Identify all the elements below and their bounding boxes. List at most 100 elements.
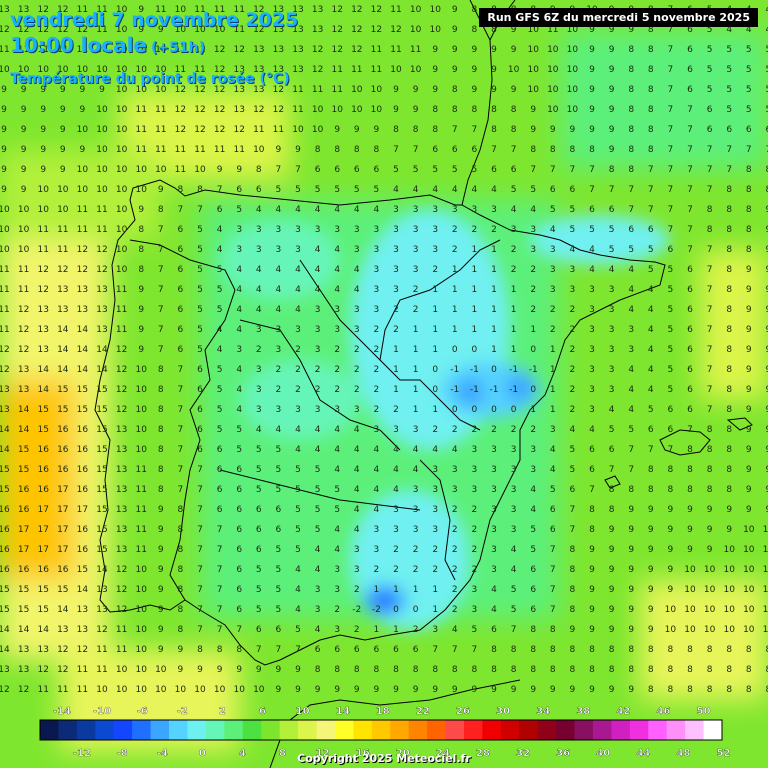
- grid-value: 3: [374, 525, 380, 535]
- grid-value: 10: [312, 125, 324, 135]
- grid-value: 8: [707, 645, 713, 655]
- grid-value: 10: [508, 65, 520, 75]
- grid-value: 11: [175, 45, 186, 55]
- grid-value: 0: [413, 605, 419, 615]
- grid-value: 9: [726, 505, 732, 515]
- grid-value: 15: [18, 445, 29, 455]
- grid-value: 9: [1, 105, 7, 115]
- grid-value: 9: [491, 45, 497, 55]
- grid-value: 6: [256, 545, 262, 555]
- grid-value: 9: [472, 45, 478, 55]
- grid-value: 13: [253, 65, 264, 75]
- grid-value: 4: [276, 425, 282, 435]
- grid-value: 16: [77, 525, 89, 535]
- grid-value: 7: [668, 165, 674, 175]
- grid-value: 7: [589, 185, 595, 195]
- grid-value: 10: [116, 105, 128, 115]
- grid-value: 4: [315, 285, 321, 295]
- grid-value: 4: [334, 285, 340, 295]
- grid-value: 8: [648, 485, 654, 495]
- grid-value: 3: [432, 225, 438, 235]
- grid-value: 9: [766, 345, 768, 355]
- grid-value: 4: [295, 265, 301, 275]
- grid-value: 5: [197, 305, 203, 315]
- grid-value: 12: [214, 85, 225, 95]
- grid-value: 9: [609, 605, 615, 615]
- forecast-time: 10:00 locale: [10, 33, 147, 57]
- grid-value: 9: [726, 525, 732, 535]
- grid-value: 6: [550, 185, 556, 195]
- grid-value: 4: [217, 225, 223, 235]
- grid-value: 8: [570, 645, 576, 655]
- grid-value: 9: [609, 585, 615, 595]
- grid-value: 2: [570, 365, 576, 375]
- grid-value: 5: [295, 525, 301, 535]
- grid-value: 5: [217, 405, 223, 415]
- grid-value: 6: [236, 525, 242, 535]
- grid-value: 10: [371, 85, 383, 95]
- grid-value: 7: [256, 645, 262, 655]
- grid-value: 10: [135, 425, 147, 435]
- grid-value: 5: [707, 25, 713, 35]
- grid-value: 9: [511, 685, 517, 695]
- grid-value: 9: [609, 685, 615, 695]
- grid-value: 16: [0, 505, 10, 515]
- grid-value: 3: [609, 305, 615, 315]
- grid-value: 8: [178, 625, 184, 635]
- grid-value: 3: [334, 305, 340, 315]
- grid-value: 15: [77, 385, 88, 395]
- grid-value: 1: [413, 325, 419, 335]
- grid-value: 7: [295, 165, 301, 175]
- grid-value: 15: [37, 425, 48, 435]
- legend-top-label: 46: [657, 706, 671, 717]
- grid-value: 11: [96, 25, 107, 35]
- grid-value: 11: [135, 505, 146, 515]
- grid-value: 9: [276, 685, 282, 695]
- grid-value: 3: [511, 505, 517, 515]
- grid-value: 16: [0, 565, 10, 575]
- grid-value: 8: [609, 645, 615, 655]
- legend-bottom-labels: -12 -8 -4 0 4 8 12 16 20 24 28 32 36 40 44 48 52: [73, 748, 731, 759]
- grid-value: 11: [135, 525, 146, 535]
- grid-value: 10: [116, 225, 128, 235]
- grid-value: 7: [276, 645, 282, 655]
- grid-value: 3: [413, 265, 419, 275]
- grid-value: 6: [374, 645, 380, 655]
- grid-value: 7: [609, 185, 615, 195]
- grid-value: 1: [393, 345, 399, 355]
- grid-value: 9: [609, 105, 615, 115]
- grid-value: 2: [472, 525, 478, 535]
- grid-value: 11: [77, 205, 88, 215]
- field-south-east-yellow: [640, 580, 768, 700]
- grid-value: 7: [648, 445, 654, 455]
- grid-value: 12: [116, 565, 127, 575]
- grid-value: 10: [527, 65, 539, 75]
- legend-top-label: 30: [496, 706, 510, 717]
- grid-value: 8: [726, 445, 732, 455]
- grid-value: 5: [295, 185, 301, 195]
- grid-value: 10: [0, 225, 10, 235]
- grid-value: 3: [550, 285, 556, 295]
- grid-value: 4: [354, 485, 360, 495]
- grid-value: 8: [589, 525, 595, 535]
- grid-value: 9: [589, 25, 595, 35]
- grid-value: 9: [432, 85, 438, 95]
- grid-value: 5: [256, 565, 262, 575]
- grid-value: 16: [18, 565, 30, 575]
- grid-value: 0: [530, 385, 536, 395]
- grid-value: 11: [57, 685, 68, 695]
- grid-value: 8: [668, 465, 674, 475]
- legend-top-label: 10: [296, 706, 310, 717]
- legend-bottom-label: 20: [396, 748, 410, 759]
- grid-value: 9: [354, 685, 360, 695]
- grid-value: 15: [18, 585, 29, 595]
- grid-value: 2: [530, 285, 536, 295]
- grid-value: 3: [354, 565, 360, 575]
- grid-value: 7: [668, 205, 674, 215]
- legend-top-label: 42: [616, 706, 630, 717]
- grid-value: 7: [707, 325, 713, 335]
- grid-value: 8: [628, 105, 634, 115]
- field-atlantic-green: [0, 150, 160, 240]
- grid-value: 1: [511, 305, 517, 315]
- grid-value: 8: [628, 45, 634, 55]
